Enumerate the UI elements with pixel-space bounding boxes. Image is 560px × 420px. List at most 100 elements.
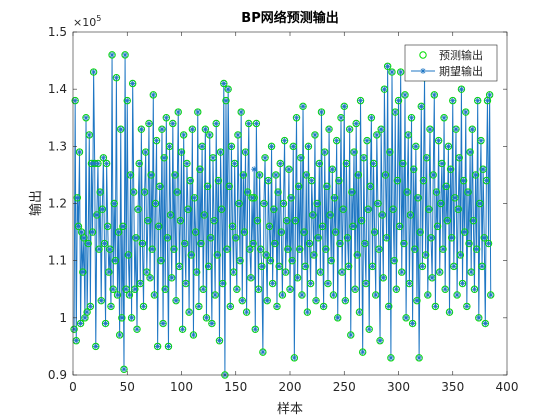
point-marker bbox=[357, 216, 366, 225]
point-marker bbox=[198, 142, 206, 151]
point-marker bbox=[210, 216, 218, 225]
point-marker bbox=[262, 154, 269, 161]
point-marker bbox=[446, 309, 453, 316]
point-marker bbox=[471, 171, 480, 179]
y-tick-label: 1 bbox=[59, 311, 67, 325]
point-marker bbox=[425, 205, 433, 213]
point-marker bbox=[228, 143, 235, 150]
point-marker bbox=[186, 309, 193, 316]
point-marker bbox=[411, 246, 418, 253]
point-marker bbox=[174, 108, 182, 116]
point-marker bbox=[270, 206, 277, 213]
point-marker bbox=[79, 269, 86, 276]
point-marker bbox=[74, 194, 81, 201]
point-marker bbox=[122, 285, 130, 293]
point-marker bbox=[451, 194, 458, 201]
point-marker bbox=[317, 108, 326, 116]
point-marker bbox=[401, 91, 409, 99]
point-marker bbox=[237, 108, 245, 116]
point-marker bbox=[469, 126, 476, 133]
point-marker bbox=[431, 302, 440, 311]
plot-layer bbox=[70, 51, 495, 379]
point-marker bbox=[105, 268, 113, 276]
point-marker bbox=[353, 120, 360, 127]
point-marker bbox=[360, 154, 367, 161]
point-marker bbox=[119, 223, 126, 230]
point-marker bbox=[381, 171, 390, 179]
point-marker bbox=[213, 251, 222, 259]
point-marker bbox=[406, 211, 415, 219]
point-marker bbox=[150, 291, 159, 299]
point-marker bbox=[275, 189, 282, 196]
point-marker bbox=[185, 308, 193, 316]
point-marker bbox=[255, 286, 262, 293]
point-marker bbox=[220, 79, 228, 88]
point-marker bbox=[444, 142, 453, 151]
point-marker bbox=[113, 74, 120, 81]
point-marker bbox=[217, 205, 226, 213]
point-marker bbox=[95, 245, 103, 253]
point-marker bbox=[366, 182, 374, 191]
point-marker bbox=[133, 325, 141, 333]
point-marker bbox=[155, 223, 162, 230]
point-marker bbox=[206, 131, 213, 138]
point-marker bbox=[374, 199, 382, 208]
point-marker bbox=[311, 131, 318, 138]
x-tick-label: 400 bbox=[496, 380, 519, 394]
point-marker bbox=[483, 177, 490, 184]
point-marker bbox=[443, 216, 452, 225]
point-marker bbox=[327, 211, 334, 218]
point-marker bbox=[146, 274, 154, 282]
point-marker bbox=[318, 222, 327, 231]
point-marker bbox=[94, 160, 101, 167]
point-marker bbox=[403, 188, 411, 196]
point-marker bbox=[219, 279, 227, 288]
point-marker bbox=[476, 199, 484, 208]
point-marker bbox=[163, 234, 172, 242]
point-marker bbox=[347, 331, 355, 339]
point-marker bbox=[390, 256, 398, 265]
point-marker bbox=[113, 291, 122, 299]
point-marker bbox=[192, 268, 201, 276]
point-marker bbox=[336, 239, 344, 248]
point-marker bbox=[96, 246, 103, 253]
point-marker bbox=[274, 188, 282, 196]
point-marker bbox=[253, 120, 260, 127]
point-marker bbox=[73, 194, 82, 202]
point-marker bbox=[458, 279, 467, 288]
point-marker bbox=[405, 131, 412, 138]
point-marker bbox=[203, 182, 212, 191]
point-marker bbox=[292, 114, 301, 122]
point-marker bbox=[176, 263, 183, 270]
point-marker bbox=[165, 142, 174, 151]
point-marker bbox=[86, 131, 93, 138]
point-marker bbox=[361, 240, 368, 247]
point-marker bbox=[457, 251, 464, 258]
point-marker bbox=[480, 166, 487, 173]
point-marker bbox=[330, 194, 339, 202]
point-marker bbox=[428, 274, 436, 282]
point-marker bbox=[332, 229, 339, 236]
point-marker bbox=[153, 137, 160, 144]
point-marker bbox=[464, 188, 472, 196]
point-marker bbox=[294, 182, 303, 191]
point-marker bbox=[399, 160, 406, 167]
point-marker bbox=[168, 274, 176, 282]
point-marker bbox=[242, 149, 249, 156]
point-marker bbox=[171, 171, 178, 178]
point-marker bbox=[361, 239, 369, 248]
point-marker bbox=[487, 291, 495, 299]
point-marker bbox=[131, 286, 138, 293]
point-marker bbox=[199, 143, 206, 150]
point-marker bbox=[111, 200, 118, 207]
point-marker bbox=[335, 176, 343, 185]
point-marker bbox=[429, 274, 436, 281]
point-marker bbox=[101, 319, 110, 328]
point-marker bbox=[373, 131, 381, 139]
point-marker bbox=[232, 234, 239, 241]
point-marker bbox=[477, 137, 484, 144]
point-marker bbox=[140, 303, 147, 310]
point-marker bbox=[136, 279, 144, 288]
point-marker bbox=[130, 189, 137, 196]
